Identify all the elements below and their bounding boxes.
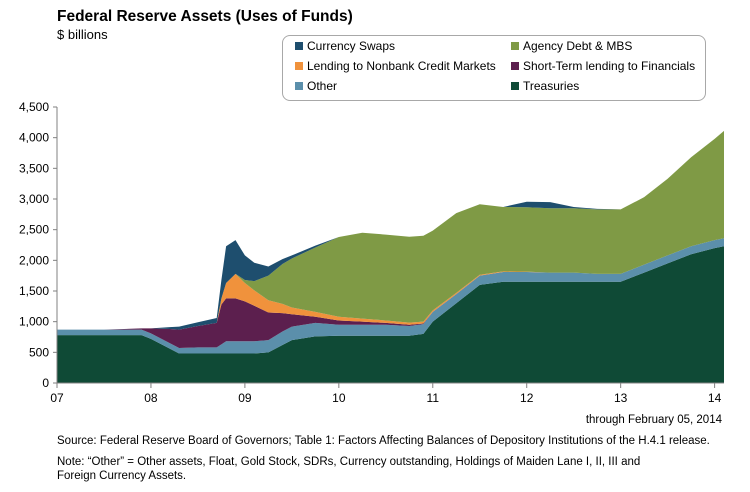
series-areas	[57, 130, 724, 383]
y-axis-ticks: 0 500 1,000 1,500 2,000 2,500 3,000 3,500 4,000 4…	[19, 100, 57, 390]
legend-item-short-term-lending: Short-Term lending to Financials	[511, 59, 695, 73]
legend-swatch	[511, 82, 519, 90]
legend-swatch	[295, 62, 303, 70]
chart-title: Federal Reserve Assets (Uses of Funds)	[57, 8, 353, 25]
y-tick-label: 2,000	[19, 253, 49, 267]
legend-label: Short-Term lending to Financials	[523, 59, 696, 73]
legend-item-lending-nonbank: Lending to Nonbank Credit Markets	[295, 59, 496, 73]
legend-swatch	[295, 42, 303, 50]
legend-label: Treasuries	[523, 79, 580, 93]
chart-subtitle: $ billions	[57, 27, 108, 42]
x-tick-label: 09	[238, 391, 252, 405]
y-tick-label: 3,500	[19, 161, 49, 175]
area-treasuries	[57, 246, 724, 383]
legend-label: Agency Debt & MBS	[523, 39, 633, 53]
area-other	[57, 238, 724, 354]
area-currency-swaps	[57, 130, 724, 330]
legend-label: Currency Swaps	[307, 39, 396, 53]
x-tick-label: 13	[614, 391, 628, 405]
axes	[56, 107, 724, 384]
x-tick-label: 10	[332, 391, 346, 405]
y-tick-label: 0	[42, 376, 49, 390]
y-tick-label: 1,000	[19, 315, 49, 329]
legend: Currency Swaps Agency Debt & MBS Lending…	[282, 35, 706, 101]
footnote: Note: “Other” = Other assets, Float, Gol…	[57, 456, 641, 482]
legend-swatch	[295, 82, 303, 90]
through-date: through February 05, 2014	[585, 414, 722, 426]
legend-item-agency-debt-mbs: Agency Debt & MBS	[511, 39, 632, 53]
legend-label: Other	[307, 79, 338, 93]
y-tick-label: 4,500	[19, 100, 49, 114]
area-agency-debt-mbs	[57, 130, 724, 330]
legend-item-treasuries: Treasuries	[511, 79, 579, 93]
y-tick-label: 1,500	[19, 284, 49, 298]
x-tick-label: 14	[708, 391, 722, 405]
x-tick-label: 12	[520, 391, 534, 405]
legend-item-other: Other	[295, 79, 337, 93]
y-tick-label: 3,000	[19, 192, 49, 206]
legend-item-currency-swaps: Currency Swaps	[295, 39, 395, 53]
y-tick-label: 4,000	[19, 131, 49, 145]
x-tick-label: 08	[144, 391, 158, 405]
y-tick-label: 2,500	[19, 223, 49, 237]
legend-swatch	[511, 62, 519, 70]
x-tick-label: 11	[427, 391, 440, 405]
area-short-term-lending-to-financials	[57, 238, 724, 349]
y-tick-label: 500	[29, 345, 49, 359]
legend-label: Lending to Nonbank Credit Markets	[307, 59, 496, 73]
x-tick-label: 07	[50, 391, 64, 405]
source-note: Source: Federal Reserve Board of Governo…	[57, 435, 710, 447]
stacked-area-chart: 0 500 1,000 1,500 2,000 2,500 3,000 3,500 4,000 4…	[19, 100, 724, 405]
legend-swatch	[511, 42, 519, 50]
x-axis-ticks: 07 08 09 10 11 12 13 14	[50, 383, 722, 405]
